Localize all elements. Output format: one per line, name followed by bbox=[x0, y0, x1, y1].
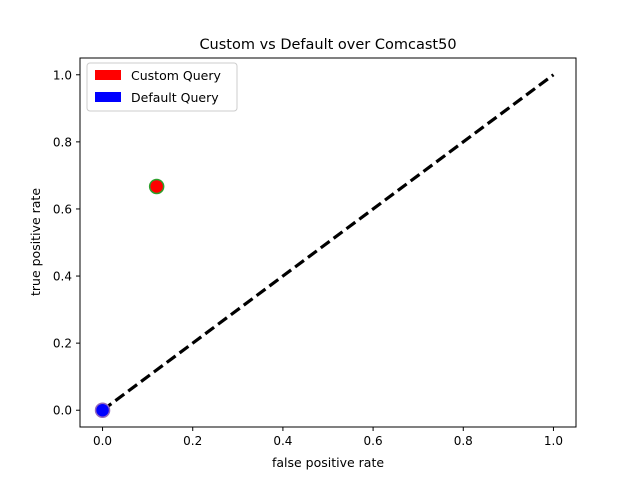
legend-box bbox=[86, 62, 238, 112]
y-tick-label: 0.6 bbox=[53, 202, 72, 216]
legend-label-default-query: Default Query bbox=[131, 90, 219, 105]
y-tick-label: 1.0 bbox=[53, 68, 72, 82]
legend: Custom Query Default Query bbox=[86, 62, 238, 112]
x-tick-label: 0.0 bbox=[93, 434, 112, 448]
x-tick-label: 0.2 bbox=[183, 434, 202, 448]
y-tick-label: 0.8 bbox=[53, 135, 72, 149]
legend-swatch-default-query bbox=[95, 92, 121, 102]
chart-title: Custom vs Default over Comcast50 bbox=[199, 37, 456, 53]
chance-diagonal-line bbox=[101, 73, 555, 412]
x-tick-label: 1.0 bbox=[544, 434, 563, 448]
x-tick-label: 0.4 bbox=[273, 434, 292, 448]
data-point-custom-query-0 bbox=[148, 178, 165, 195]
y-tick-label: 0.2 bbox=[53, 337, 72, 351]
plot-area-frame bbox=[79, 57, 577, 428]
y-tick-label: 0.4 bbox=[53, 270, 72, 284]
y-axis-label: true positive rate bbox=[28, 188, 43, 296]
x-axis-label: false positive rate bbox=[272, 455, 384, 470]
reference-line-layer bbox=[101, 73, 555, 412]
data-point-default-query-0 bbox=[94, 402, 111, 418]
y-axis-ticks: 0.0 0.2 0.4 0.6 0.8 1.0 bbox=[53, 68, 80, 418]
legend-label-custom-query: Custom Query bbox=[131, 68, 221, 83]
legend-swatch-custom-query bbox=[95, 70, 121, 80]
data-points-layer bbox=[94, 178, 165, 418]
x-tick-label: 0.6 bbox=[364, 434, 383, 448]
y-tick-label: 0.0 bbox=[53, 404, 72, 418]
x-axis-ticks: 0.0 0.2 0.4 0.6 0.8 1.0 bbox=[93, 427, 563, 448]
x-tick-label: 0.8 bbox=[454, 434, 473, 448]
